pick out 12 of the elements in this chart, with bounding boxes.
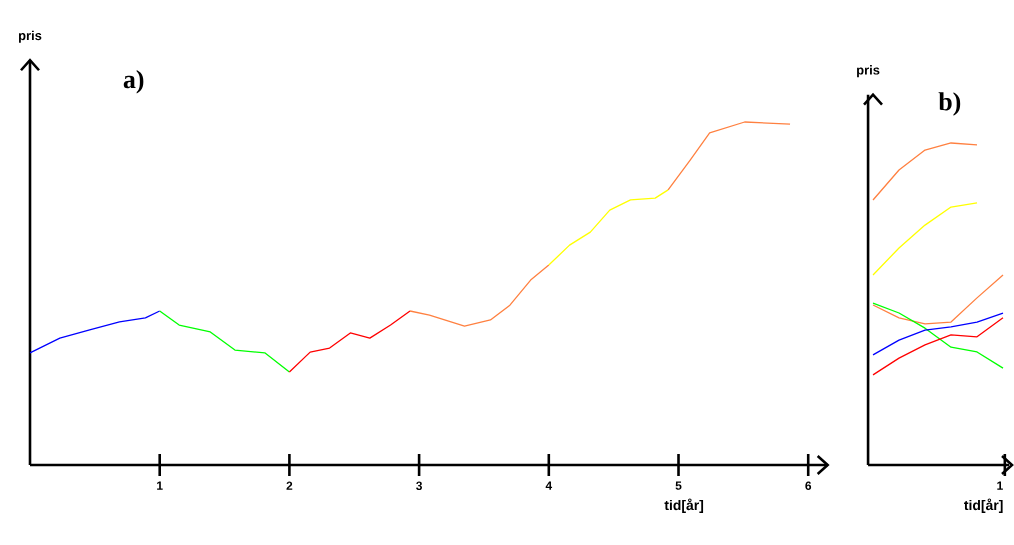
x-tick-label: 3 — [416, 481, 422, 491]
x-tick-label: 5 — [675, 481, 682, 490]
x-tick-label: 2 — [286, 481, 293, 490]
x-axis-title: tid[år] — [664, 498, 704, 513]
x-tick-label: 1 — [157, 481, 163, 490]
chart-title: b) — [938, 92, 961, 116]
chart-title: a) — [123, 69, 144, 94]
x-axis-title: tid[år] — [964, 498, 1003, 513]
y-axis-title: pris — [18, 30, 42, 43]
x-tick-label: 4 — [545, 481, 553, 490]
x-tick-label: 6 — [805, 481, 812, 490]
y-axis-title: pris — [857, 65, 880, 78]
